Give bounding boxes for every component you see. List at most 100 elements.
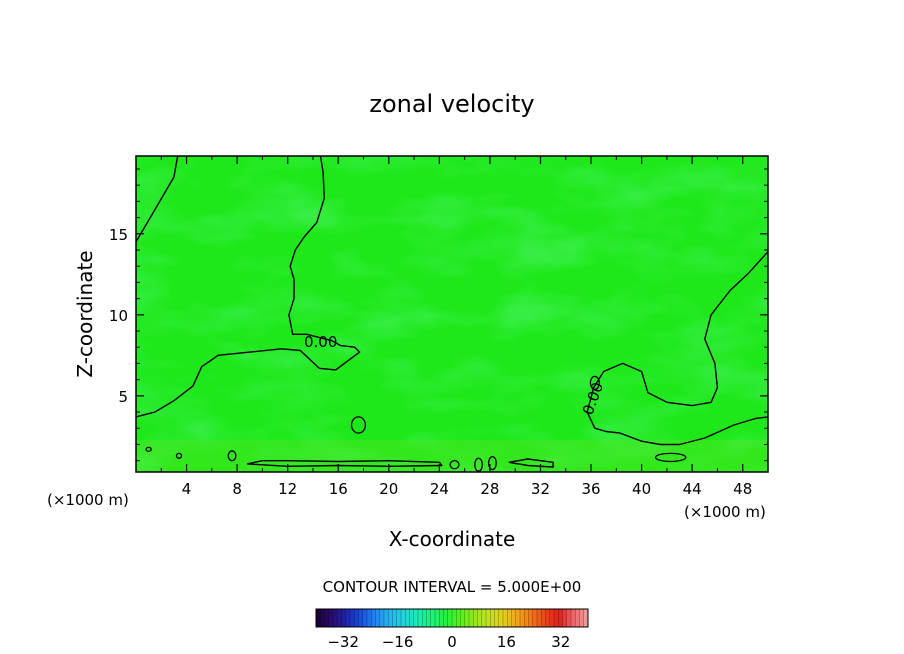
colorbar-band <box>456 609 461 627</box>
colorbar-band <box>396 609 402 627</box>
colorbar-band <box>464 609 470 627</box>
contour-zero-line-5 <box>508 458 554 468</box>
x-tick-label: 24 <box>430 480 449 498</box>
contour-zero-line-3 <box>586 411 768 446</box>
colorbar-band <box>345 609 351 627</box>
contour-closed-loop-2 <box>488 455 497 471</box>
colorbar-tick-label: −16 <box>382 633 414 651</box>
colorbar-band <box>422 609 427 627</box>
contour-interval-text: CONTOUR INTERVAL = 5.000E+00 <box>323 578 582 596</box>
colorbar-band <box>362 609 368 627</box>
contour-zero-line-4 <box>247 460 443 467</box>
colorbar-band <box>524 609 529 627</box>
colorbar-band <box>473 609 478 627</box>
x-tick-label: 48 <box>733 480 752 498</box>
colorbar-band <box>579 609 585 627</box>
colorbar-band <box>384 609 389 627</box>
field-surface-band <box>136 440 768 472</box>
colorbar-band <box>507 609 512 627</box>
colorbar-band <box>341 609 347 627</box>
colorbar-band <box>320 609 325 627</box>
contour-lines <box>136 156 768 472</box>
x-tick-label: 4 <box>182 480 192 498</box>
colorbar-band <box>566 609 572 627</box>
y-tick-label: 10 <box>109 307 128 325</box>
x-tick-label: 16 <box>329 480 348 498</box>
plot-area <box>136 156 768 472</box>
colorbar-band <box>490 609 495 627</box>
x-tick-label: 32 <box>531 480 550 498</box>
colorbar-tick-label: −32 <box>327 633 359 651</box>
colorbar-band <box>418 609 423 627</box>
contour-zero-line-2 <box>586 251 768 413</box>
colorbar-band <box>439 609 444 627</box>
colorbar-band <box>486 609 491 627</box>
x-unit-label-left: (×1000 m) <box>47 491 129 509</box>
contour-closed-loop-8 <box>654 452 687 463</box>
colorbar-band <box>532 609 538 627</box>
x-axis-label: X-coordinate <box>389 527 516 551</box>
colorbar-band <box>333 609 338 627</box>
colorbar-band <box>498 609 504 627</box>
colorbar-band <box>452 609 457 627</box>
colorbar-band <box>430 609 436 627</box>
colorbar-band <box>435 609 440 627</box>
colorbar-band <box>371 609 376 627</box>
colorbar-band <box>409 609 415 627</box>
colorbar-band <box>447 609 453 627</box>
colorbar-band <box>515 609 521 627</box>
field-texture <box>136 156 768 472</box>
contour-closed-loop-5 <box>175 452 183 459</box>
contour-closed-loop-7 <box>589 375 600 391</box>
colorbar-band <box>558 609 563 627</box>
colorbar-band <box>537 609 542 627</box>
contour-closed-loop-1 <box>474 457 483 472</box>
colorbar-tick-label: 32 <box>551 633 570 651</box>
colorbar-band <box>469 609 474 627</box>
colorbar: −32 −16 0 16 32 <box>315 608 589 651</box>
colorbar-band <box>401 609 406 627</box>
colorbar-band <box>375 609 381 627</box>
contour-closed-loop-0 <box>350 416 367 434</box>
contour-closed-loop-4 <box>227 450 237 462</box>
colorbar-band <box>328 609 334 627</box>
colorbar-band <box>413 609 419 627</box>
contour-closed-loop-3 <box>449 460 460 470</box>
colorbar-band <box>405 609 410 627</box>
colorbar-band <box>549 609 555 627</box>
colorbar-band <box>367 609 372 627</box>
contour-zero-line-1 <box>136 156 361 418</box>
colorbar-band <box>571 609 576 627</box>
plot-frame <box>135 155 769 473</box>
colorbar-band <box>379 609 385 627</box>
colorbar-tick-label: 0 <box>447 633 457 651</box>
x-tick-label: 44 <box>683 480 702 498</box>
x-tick-label: 40 <box>632 480 651 498</box>
colorbar-tick-label: 16 <box>497 633 516 651</box>
colorbar-band <box>354 609 359 627</box>
colorbar-band <box>562 609 568 627</box>
contour-zero-line-0 <box>136 156 179 243</box>
colorbar-band <box>477 609 483 627</box>
colorbar-band <box>337 609 342 627</box>
colorbar-band <box>316 609 321 627</box>
colorbar-band <box>541 609 546 627</box>
colorbar-band <box>443 609 449 627</box>
x-unit-label-right: (×1000 m) <box>684 503 766 521</box>
contour-label-left: 0.00 <box>304 333 337 351</box>
colorbar-band <box>460 609 466 627</box>
colorbar-band <box>583 609 589 627</box>
contour-closed-loop-6 <box>145 446 152 452</box>
y-axis-label: Z-coordinate <box>73 250 97 377</box>
colorbar-band <box>494 609 500 627</box>
colorbar-band <box>503 609 508 627</box>
colorbar-band <box>481 609 487 627</box>
x-tick-label: 28 <box>480 480 499 498</box>
x-tick-label: 20 <box>379 480 398 498</box>
colorbar-band <box>388 609 393 627</box>
y-tick-label: 15 <box>109 226 128 244</box>
x-tick-label: 8 <box>232 480 242 498</box>
x-tick-label: 12 <box>278 480 297 498</box>
